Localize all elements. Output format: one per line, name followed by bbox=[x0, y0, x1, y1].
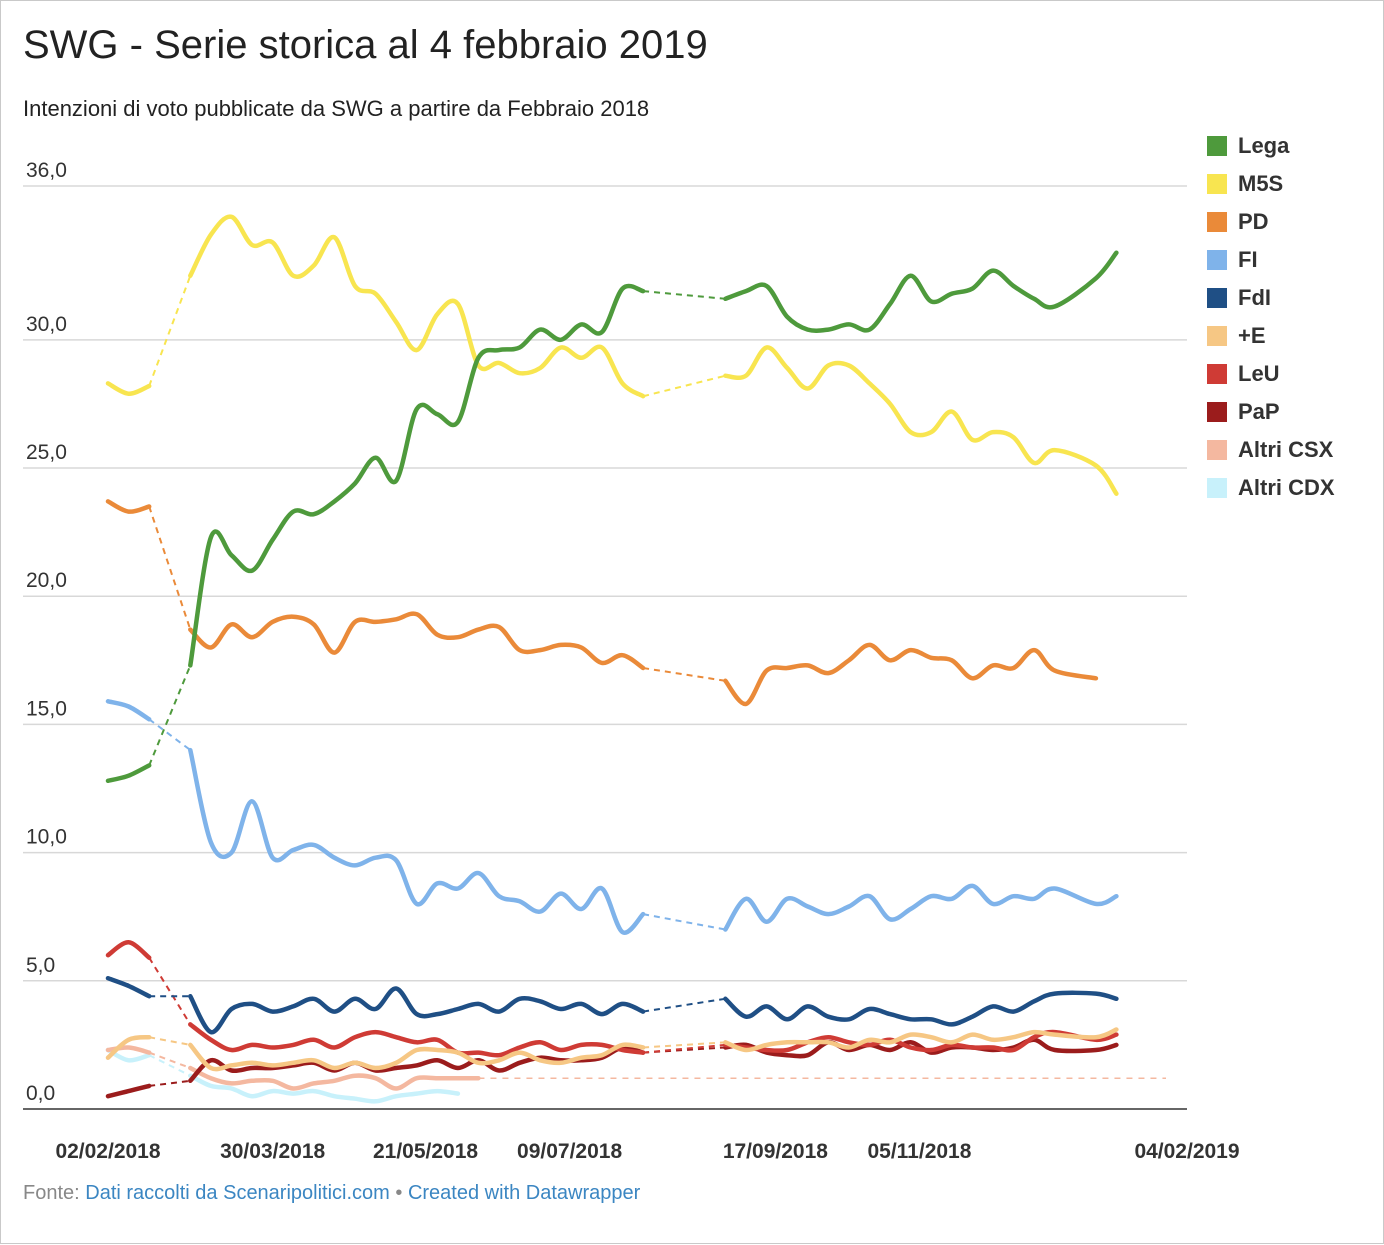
series-line-leu bbox=[188, 1022, 646, 1058]
series-line-fi bbox=[723, 883, 1119, 932]
series-gap-leu bbox=[642, 1043, 726, 1054]
series-gap-m5s bbox=[148, 275, 192, 387]
legend-swatch bbox=[1207, 440, 1227, 460]
series-gap-lega bbox=[642, 290, 726, 300]
legend-item-altri-cdx: Altri CDX bbox=[1207, 469, 1335, 507]
chart-subtitle: Intenzioni di voto pubblicate da SWG a p… bbox=[23, 96, 650, 121]
series-gap-pap bbox=[149, 1079, 191, 1087]
series-line-fi bbox=[188, 747, 646, 935]
series-line-pd bbox=[188, 611, 646, 671]
source-link[interactable]: Dati raccolti da Scenaripolitici.com bbox=[85, 1182, 390, 1204]
legend-item-pap: PaP bbox=[1207, 393, 1335, 431]
legend-item-e: +E bbox=[1207, 317, 1335, 355]
series-line-lega bbox=[723, 250, 1119, 333]
series-line-e bbox=[723, 1027, 1119, 1053]
legend-item-fdi: FdI bbox=[1207, 279, 1335, 317]
y-tick-label: 0,0 bbox=[26, 1082, 55, 1105]
series-line-lega bbox=[105, 763, 152, 784]
legend-item-altri-csx: Altri CSX bbox=[1207, 431, 1335, 469]
legend-item-pd: PD bbox=[1207, 203, 1335, 241]
legend-swatch bbox=[1207, 478, 1227, 498]
chart-title: SWG - Serie storica al 4 febbraio 2019 bbox=[23, 23, 708, 67]
series-line-fdi bbox=[723, 990, 1119, 1027]
datawrapper-link[interactable]: Created with Datawrapper bbox=[407, 1182, 641, 1204]
legend-swatch bbox=[1207, 326, 1227, 346]
x-tick-label: 17/09/2018 bbox=[723, 1140, 828, 1163]
series-line-m5s bbox=[188, 214, 646, 399]
y-tick-label: 25,0 bbox=[26, 441, 67, 464]
x-tick-label: 04/02/2019 bbox=[1134, 1140, 1239, 1163]
series-gap-pd bbox=[148, 506, 192, 630]
y-tick-label: 20,0 bbox=[26, 569, 67, 592]
footer-separator: • bbox=[389, 1182, 408, 1204]
series-gap-leu bbox=[148, 957, 192, 1025]
x-tick-label: 05/11/2018 bbox=[867, 1140, 971, 1163]
series-line-pap bbox=[723, 1037, 1119, 1059]
legend-swatch bbox=[1207, 212, 1227, 232]
series-line-m5s bbox=[105, 381, 152, 396]
footer: Fonte: Dati raccolti da Scenaripolitici.… bbox=[23, 1182, 640, 1205]
series-line-pd bbox=[105, 499, 152, 514]
series-gap-pd bbox=[642, 667, 726, 682]
series-gap-fi bbox=[148, 718, 191, 751]
series-gap-e bbox=[643, 1041, 726, 1049]
series-gap-lega bbox=[148, 665, 192, 766]
y-tick-label: 15,0 bbox=[26, 697, 67, 720]
legend-item-leu: LeU bbox=[1207, 355, 1335, 393]
series-line-fdi bbox=[188, 986, 646, 1035]
legend-label: PD bbox=[1238, 209, 1269, 234]
legend-label: PaP bbox=[1238, 399, 1280, 424]
legend-label: +E bbox=[1238, 323, 1266, 348]
x-tick-label: 30/03/2018 bbox=[220, 1140, 325, 1163]
series-line-altri-csx bbox=[188, 1065, 481, 1091]
series-gap-fdi bbox=[642, 997, 726, 1013]
series-line-e bbox=[105, 1034, 152, 1060]
series-gap-fi bbox=[642, 913, 726, 931]
y-tick-label: 10,0 bbox=[26, 826, 67, 849]
series-line-pd bbox=[723, 642, 1099, 707]
series-line-m5s bbox=[723, 345, 1119, 496]
series-line-pap bbox=[105, 1083, 152, 1099]
series-line-e bbox=[188, 1042, 646, 1072]
y-tick-label: 30,0 bbox=[26, 313, 67, 336]
legend-label: M5S bbox=[1238, 171, 1284, 196]
legend-swatch bbox=[1207, 250, 1227, 270]
legend-swatch bbox=[1207, 364, 1227, 384]
series-line-fdi bbox=[105, 975, 152, 999]
series-gap-altri-csx bbox=[148, 1051, 191, 1069]
legend-label: FdI bbox=[1238, 285, 1271, 310]
legend-swatch bbox=[1207, 136, 1227, 156]
series-line-fi bbox=[105, 699, 152, 722]
legend-swatch bbox=[1207, 174, 1227, 194]
legend-label: Altri CSX bbox=[1238, 437, 1334, 462]
y-tick-label: 5,0 bbox=[26, 954, 55, 977]
legend-label: Altri CDX bbox=[1238, 475, 1335, 500]
legend-item-m5s: M5S bbox=[1207, 165, 1335, 203]
legend-label: Lega bbox=[1238, 133, 1290, 158]
series-gap-altri-cdx bbox=[148, 1054, 191, 1077]
legend-item-fi: FI bbox=[1207, 241, 1335, 279]
legend-label: FI bbox=[1238, 247, 1258, 272]
legend-swatch bbox=[1207, 402, 1227, 422]
series-gap-e bbox=[148, 1036, 191, 1046]
legend: Lega M5S PD FI FdI +E LeU PaP Altri CSX Altri CDX bbox=[1207, 127, 1335, 507]
legend-label: LeU bbox=[1238, 361, 1280, 386]
x-tick-label: 09/07/2018 bbox=[517, 1140, 622, 1163]
y-tick-label: 36,0 bbox=[26, 159, 67, 182]
series-line-altri-cdx bbox=[188, 1073, 461, 1104]
series-line-leu bbox=[723, 1029, 1119, 1053]
series-line-lega bbox=[188, 283, 646, 668]
series-gap-m5s bbox=[642, 374, 726, 398]
x-tick-label: 02/02/2018 bbox=[55, 1140, 160, 1163]
series-line-leu bbox=[105, 940, 152, 960]
series-line-altri-csx bbox=[105, 1045, 152, 1055]
legend-swatch bbox=[1207, 288, 1227, 308]
footer-prefix: Fonte: bbox=[23, 1182, 86, 1204]
legend-item-lega: Lega bbox=[1207, 127, 1335, 165]
x-tick-label: 21/05/2018 bbox=[373, 1140, 478, 1163]
